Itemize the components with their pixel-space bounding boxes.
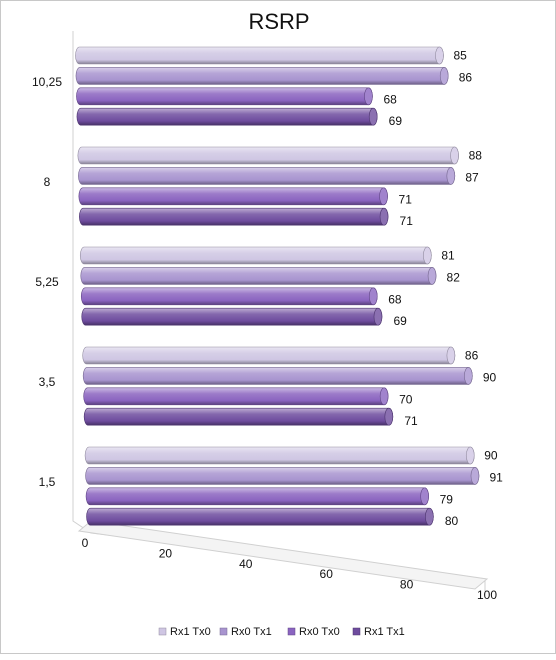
bar-cap-rx1-tx1-1 <box>379 207 389 226</box>
bar-rx1-tx0-1 <box>77 146 459 165</box>
data-label: 69 <box>393 314 407 328</box>
bar-rx0-tx0-2 <box>80 287 378 306</box>
chart-walls <box>72 31 489 591</box>
bar-rx0-tx1-1 <box>78 167 456 185</box>
bar-cap-rx0-tx1-2 <box>427 267 437 285</box>
data-label: 90 <box>484 449 498 463</box>
legend-swatch <box>287 627 296 636</box>
bar-rx1-tx1-2 <box>81 307 383 326</box>
bar-cap-rx0-tx1-4 <box>470 467 480 485</box>
bar-rx0-tx1-4 <box>85 467 480 485</box>
bar-cap-rx1-tx1-2 <box>373 307 383 326</box>
bar-rx1-tx1-1 <box>79 207 389 226</box>
data-label: 71 <box>399 192 413 206</box>
data-label: 90 <box>483 370 497 384</box>
chart-title: RSRP <box>248 9 309 34</box>
data-label: 80 <box>445 514 459 528</box>
y-tick-label: 1,5 <box>39 475 56 489</box>
data-label: 79 <box>440 492 454 506</box>
x-tick-label: 80 <box>400 578 414 592</box>
y-tick-label: 3,5 <box>39 375 56 389</box>
data-label: 81 <box>441 249 455 263</box>
data-label: 87 <box>465 170 479 184</box>
data-label: 82 <box>447 270 461 284</box>
bar-cap-rx1-tx0-3 <box>446 346 456 365</box>
bar-cap-rx1-tx1-0 <box>368 107 378 126</box>
chart-floor <box>77 520 489 590</box>
legend-swatch <box>352 627 361 636</box>
x-tick-label: 20 <box>159 546 173 560</box>
legend-swatch <box>219 627 228 636</box>
bar-rx0-tx0-3 <box>83 387 389 406</box>
chart-legend: Rx1 Tx0 Rx0 Tx1 Rx0 Tx0 Rx1 Tx1 <box>158 626 405 638</box>
bar-rx1-tx0-0 <box>75 46 444 65</box>
bar-rx0-tx1-3 <box>82 367 473 385</box>
bar-cap-rx0-tx1-3 <box>464 367 473 385</box>
bar-cap-rx1-tx0-4 <box>465 446 475 465</box>
data-label: 69 <box>389 114 403 128</box>
legend-label: Rx1 Tx1 <box>364 626 405 638</box>
bar-rx1-tx1-4 <box>86 507 434 526</box>
bar-cap-rx0-tx1-0 <box>439 67 449 85</box>
x-tick-label: 0 <box>82 536 89 550</box>
data-label: 88 <box>469 149 483 163</box>
bar-cap-rx0-tx0-3 <box>379 387 389 406</box>
bar-cap-rx0-tx1-1 <box>446 167 456 185</box>
x-tick-label: 40 <box>239 557 253 571</box>
x-tick-label: 100 <box>477 588 497 602</box>
bar-cap-rx1-tx0-1 <box>450 146 459 165</box>
data-label: 86 <box>459 70 473 84</box>
bar-rx0-tx0-0 <box>76 87 373 106</box>
bar-cap-rx1-tx1-3 <box>384 407 394 426</box>
bar-cap-rx0-tx0-4 <box>420 487 429 506</box>
bar-cap-rx1-tx0-2 <box>423 246 432 265</box>
legend-label: Rx1 Tx0 <box>170 626 211 638</box>
chart-bars <box>75 46 480 526</box>
bar-cap-rx1-tx1-4 <box>425 507 434 526</box>
bar-rx1-tx1-0 <box>76 107 378 126</box>
chart-labels: 85 86 68 69 10,25 88 87 71 71 8 81 82 68 69 5,25 86 90 70… <box>32 49 503 603</box>
data-label: 91 <box>489 470 503 484</box>
bar-rx1-tx1-3 <box>83 407 394 426</box>
data-label: 71 <box>400 214 414 228</box>
data-label: 70 <box>399 392 413 406</box>
y-tick-label: 5,25 <box>35 275 59 289</box>
bar-rx1-tx0-3 <box>82 346 456 365</box>
data-label: 86 <box>465 349 479 363</box>
data-label: 71 <box>404 414 418 428</box>
legend-label: Rx0 Tx0 <box>299 626 340 638</box>
bar-rx0-tx0-4 <box>85 487 429 506</box>
legend-swatch <box>158 627 167 636</box>
bar-cap-rx0-tx0-0 <box>364 87 373 106</box>
bar-cap-rx0-tx0-1 <box>379 187 388 206</box>
data-label: 68 <box>388 292 402 306</box>
bar-rx0-tx1-0 <box>75 67 449 85</box>
bar-cap-rx1-tx0-0 <box>435 46 444 65</box>
y-tick-label: 10,25 <box>32 75 62 89</box>
bar-rx1-tx0-4 <box>84 446 475 465</box>
bar-rx0-tx0-1 <box>78 187 388 206</box>
bar-rx0-tx1-2 <box>80 267 437 285</box>
x-tick-label: 60 <box>320 567 334 581</box>
data-label: 85 <box>453 49 467 63</box>
legend-label: Rx0 Tx1 <box>231 626 272 638</box>
bar-rx1-tx0-2 <box>80 246 432 265</box>
data-label: 68 <box>383 92 397 106</box>
y-tick-label: 8 <box>44 175 51 189</box>
bar-cap-rx0-tx0-2 <box>368 287 378 306</box>
